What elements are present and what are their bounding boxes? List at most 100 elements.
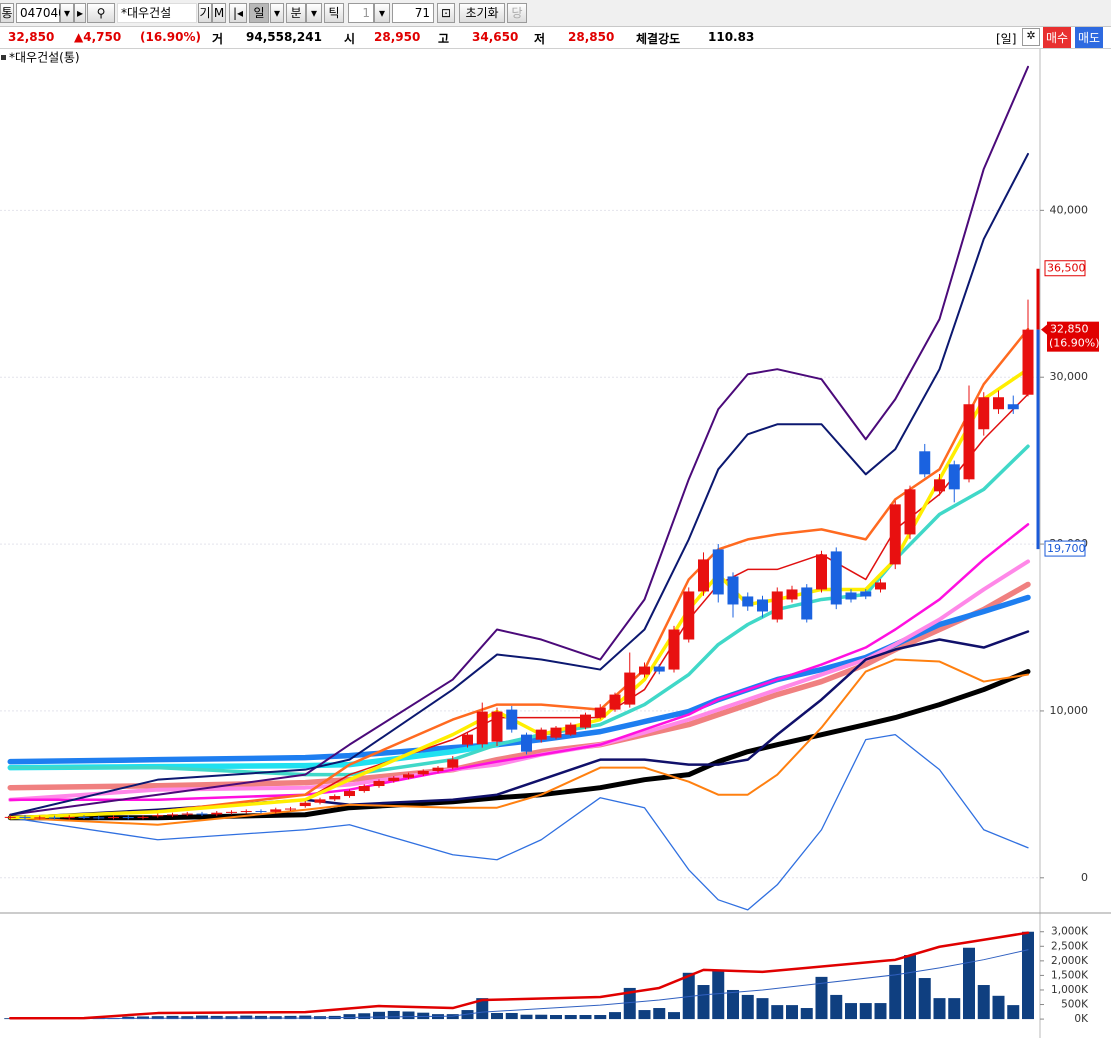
price-sublabel: (16.90%) xyxy=(1049,337,1100,350)
y-tick-label: 10,000 xyxy=(1050,704,1089,717)
open: 28,950 xyxy=(374,30,421,44)
candle-body xyxy=(432,767,444,772)
candle-body xyxy=(919,451,931,475)
candle-body xyxy=(226,811,237,813)
volume-bar xyxy=(712,969,725,1020)
strength: 110.83 xyxy=(708,30,755,44)
sell-button[interactable]: 매도 xyxy=(1075,27,1104,48)
volume-bar xyxy=(78,1018,90,1020)
volume-bar xyxy=(741,994,754,1020)
volume-bar xyxy=(977,985,990,1020)
candle-body xyxy=(653,666,665,672)
tick-button[interactable]: 틱 xyxy=(324,3,344,23)
volume-bar xyxy=(225,1016,238,1020)
volume-bar xyxy=(151,1016,164,1020)
period-button[interactable]: 기 xyxy=(198,3,212,23)
reset-button[interactable]: 초기화 xyxy=(459,3,505,23)
candle-body xyxy=(712,549,724,595)
period-button[interactable]: M xyxy=(212,3,226,23)
candle-body xyxy=(167,814,178,816)
day-button[interactable]: 일 xyxy=(249,3,269,23)
volume-bar xyxy=(299,1015,312,1020)
candle-body xyxy=(270,809,282,812)
ma-line xyxy=(9,658,1029,826)
y-tick-label: 40,000 xyxy=(1050,203,1089,216)
candle-body xyxy=(108,817,119,819)
candle-body xyxy=(904,489,916,535)
candle-body xyxy=(550,727,562,738)
count-input[interactable]: 71 xyxy=(392,3,434,23)
candle-body xyxy=(757,599,768,612)
y-tick-label: 2,000K xyxy=(1051,955,1089,967)
ma-line xyxy=(7,581,1031,791)
volume-bar xyxy=(48,1018,61,1020)
candle-body xyxy=(963,404,975,480)
candle-body xyxy=(49,817,60,819)
volume-bar xyxy=(33,1018,46,1020)
candle-body xyxy=(19,816,31,818)
market-button[interactable]: 통 xyxy=(0,3,14,23)
volume-bar xyxy=(417,1012,430,1020)
apply-button[interactable]: ⊡ xyxy=(437,3,455,23)
volume-bar xyxy=(181,1016,194,1020)
dropdown[interactable]: ▾ xyxy=(374,3,390,23)
volume-bar xyxy=(771,1005,784,1020)
price-label: 32,850 xyxy=(1050,323,1089,336)
candle-body xyxy=(639,666,650,675)
minute-button[interactable]: 분 xyxy=(286,3,306,23)
volume-bar xyxy=(491,1012,503,1020)
volume-bar xyxy=(314,1016,326,1020)
candle-body xyxy=(78,816,90,818)
candle-body xyxy=(358,786,370,792)
candle-body xyxy=(727,576,739,605)
volume-bar xyxy=(122,1016,135,1020)
name-field: *대우건설 xyxy=(117,3,197,23)
candle-body xyxy=(742,596,754,607)
candle-body xyxy=(344,791,355,797)
candle-body xyxy=(786,589,798,600)
candle-body xyxy=(1007,404,1019,410)
volume-bar xyxy=(682,972,695,1020)
volume-bar xyxy=(446,1014,459,1020)
candle-body xyxy=(830,551,842,605)
candle-body xyxy=(683,591,695,640)
volume-bar xyxy=(594,1015,607,1020)
count-input[interactable]: 1 xyxy=(348,3,374,23)
y-tick-label: 0K xyxy=(1074,1013,1089,1025)
code-input[interactable]: 047040 xyxy=(16,3,66,23)
volume-bar xyxy=(269,1016,282,1020)
volume-bar xyxy=(107,1018,120,1020)
candle-body xyxy=(801,587,813,620)
volume-bar xyxy=(1022,931,1034,1020)
candle-body xyxy=(462,734,473,745)
candle-body xyxy=(771,591,783,620)
first-button[interactable]: |◂ xyxy=(229,3,247,23)
candle-body xyxy=(403,774,414,778)
volume-bar xyxy=(963,947,975,1020)
title-marker xyxy=(1,55,6,60)
settings-button[interactable]: ✲ xyxy=(1022,28,1040,46)
y-tick-label: 2,500K xyxy=(1051,940,1089,952)
next-button[interactable]: ▸ xyxy=(74,3,86,23)
buy-button[interactable]: 매수 xyxy=(1043,27,1072,48)
candle-body xyxy=(196,813,208,815)
dropdown[interactable]: ▾ xyxy=(270,3,284,23)
volume-bar xyxy=(889,964,902,1020)
dropdown[interactable]: ▾ xyxy=(60,3,74,23)
candle-body xyxy=(668,629,680,670)
candle-body xyxy=(816,554,827,590)
volume-bar xyxy=(904,955,916,1020)
candle-body xyxy=(122,817,134,819)
dropdown[interactable]: ▾ xyxy=(306,3,322,23)
ma-line xyxy=(9,733,1029,911)
volume-bar xyxy=(255,1015,267,1020)
extra-button[interactable]: 당 xyxy=(507,3,527,23)
volume-bar xyxy=(845,1003,857,1020)
candle-body xyxy=(934,479,945,492)
rate: (16.90%) xyxy=(140,30,201,44)
volume-bar xyxy=(373,1011,385,1020)
search-button[interactable]: ⚲ xyxy=(87,3,115,23)
volume-bar xyxy=(19,1018,31,1020)
volume-bar xyxy=(137,1016,149,1020)
